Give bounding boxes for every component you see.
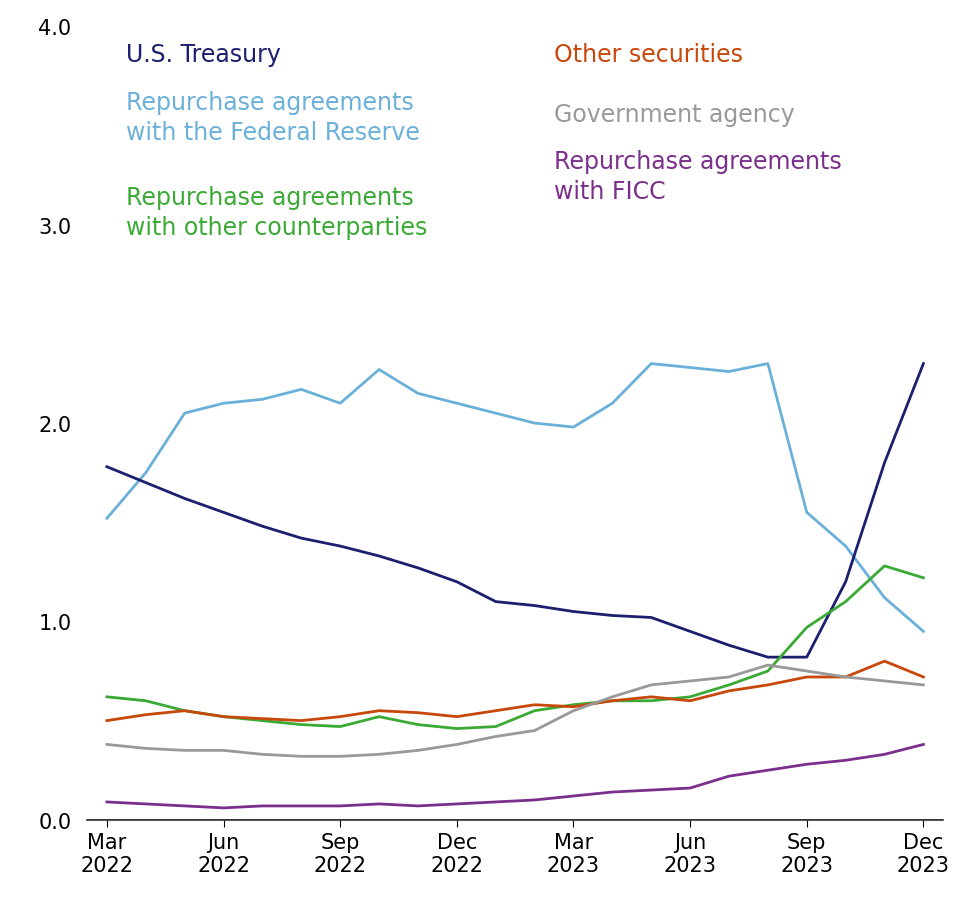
Text: Repurchase agreements
with FICC: Repurchase agreements with FICC: [554, 150, 842, 204]
Text: U.S. Treasury: U.S. Treasury: [126, 43, 281, 67]
Text: Repurchase agreements
with the Federal Reserve: Repurchase agreements with the Federal R…: [126, 91, 420, 144]
Text: Other securities: Other securities: [554, 43, 743, 67]
Text: Government agency: Government agency: [554, 103, 795, 127]
Text: Repurchase agreements
with other counterparties: Repurchase agreements with other counter…: [126, 186, 428, 240]
